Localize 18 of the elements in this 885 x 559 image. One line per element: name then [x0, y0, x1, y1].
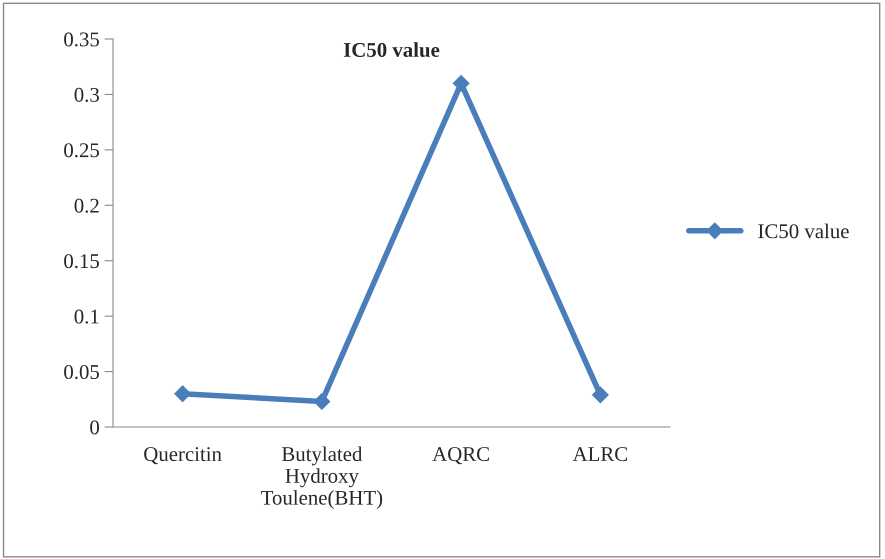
x-tick-label: Quercitin [144, 447, 222, 464]
y-tick-label: 0.05 [64, 364, 99, 380]
chart-title: IC50 value [344, 42, 440, 58]
point [452, 74, 470, 92]
y-tick-label: 0.25 [64, 143, 99, 158]
legend-label: IC50 value [758, 224, 849, 238]
x-tick-label: AQRC [432, 447, 489, 464]
point [592, 386, 609, 404]
point [174, 385, 191, 402]
point [314, 393, 330, 410]
x-tick-label: ALRC [572, 447, 628, 462]
y-tick-label: 0.2 [74, 198, 99, 213]
x-tick-label: Butylated Hydroxy Toulene(BHT) [261, 446, 382, 510]
y-tick-label: 0.15 [64, 254, 99, 268]
y-tick-label: 0.35 [64, 32, 99, 47]
y-tick-label: 0.1 [74, 310, 99, 324]
y-tick-label: 0.3 [74, 88, 99, 102]
y-tick-label: 0 [90, 420, 100, 434]
